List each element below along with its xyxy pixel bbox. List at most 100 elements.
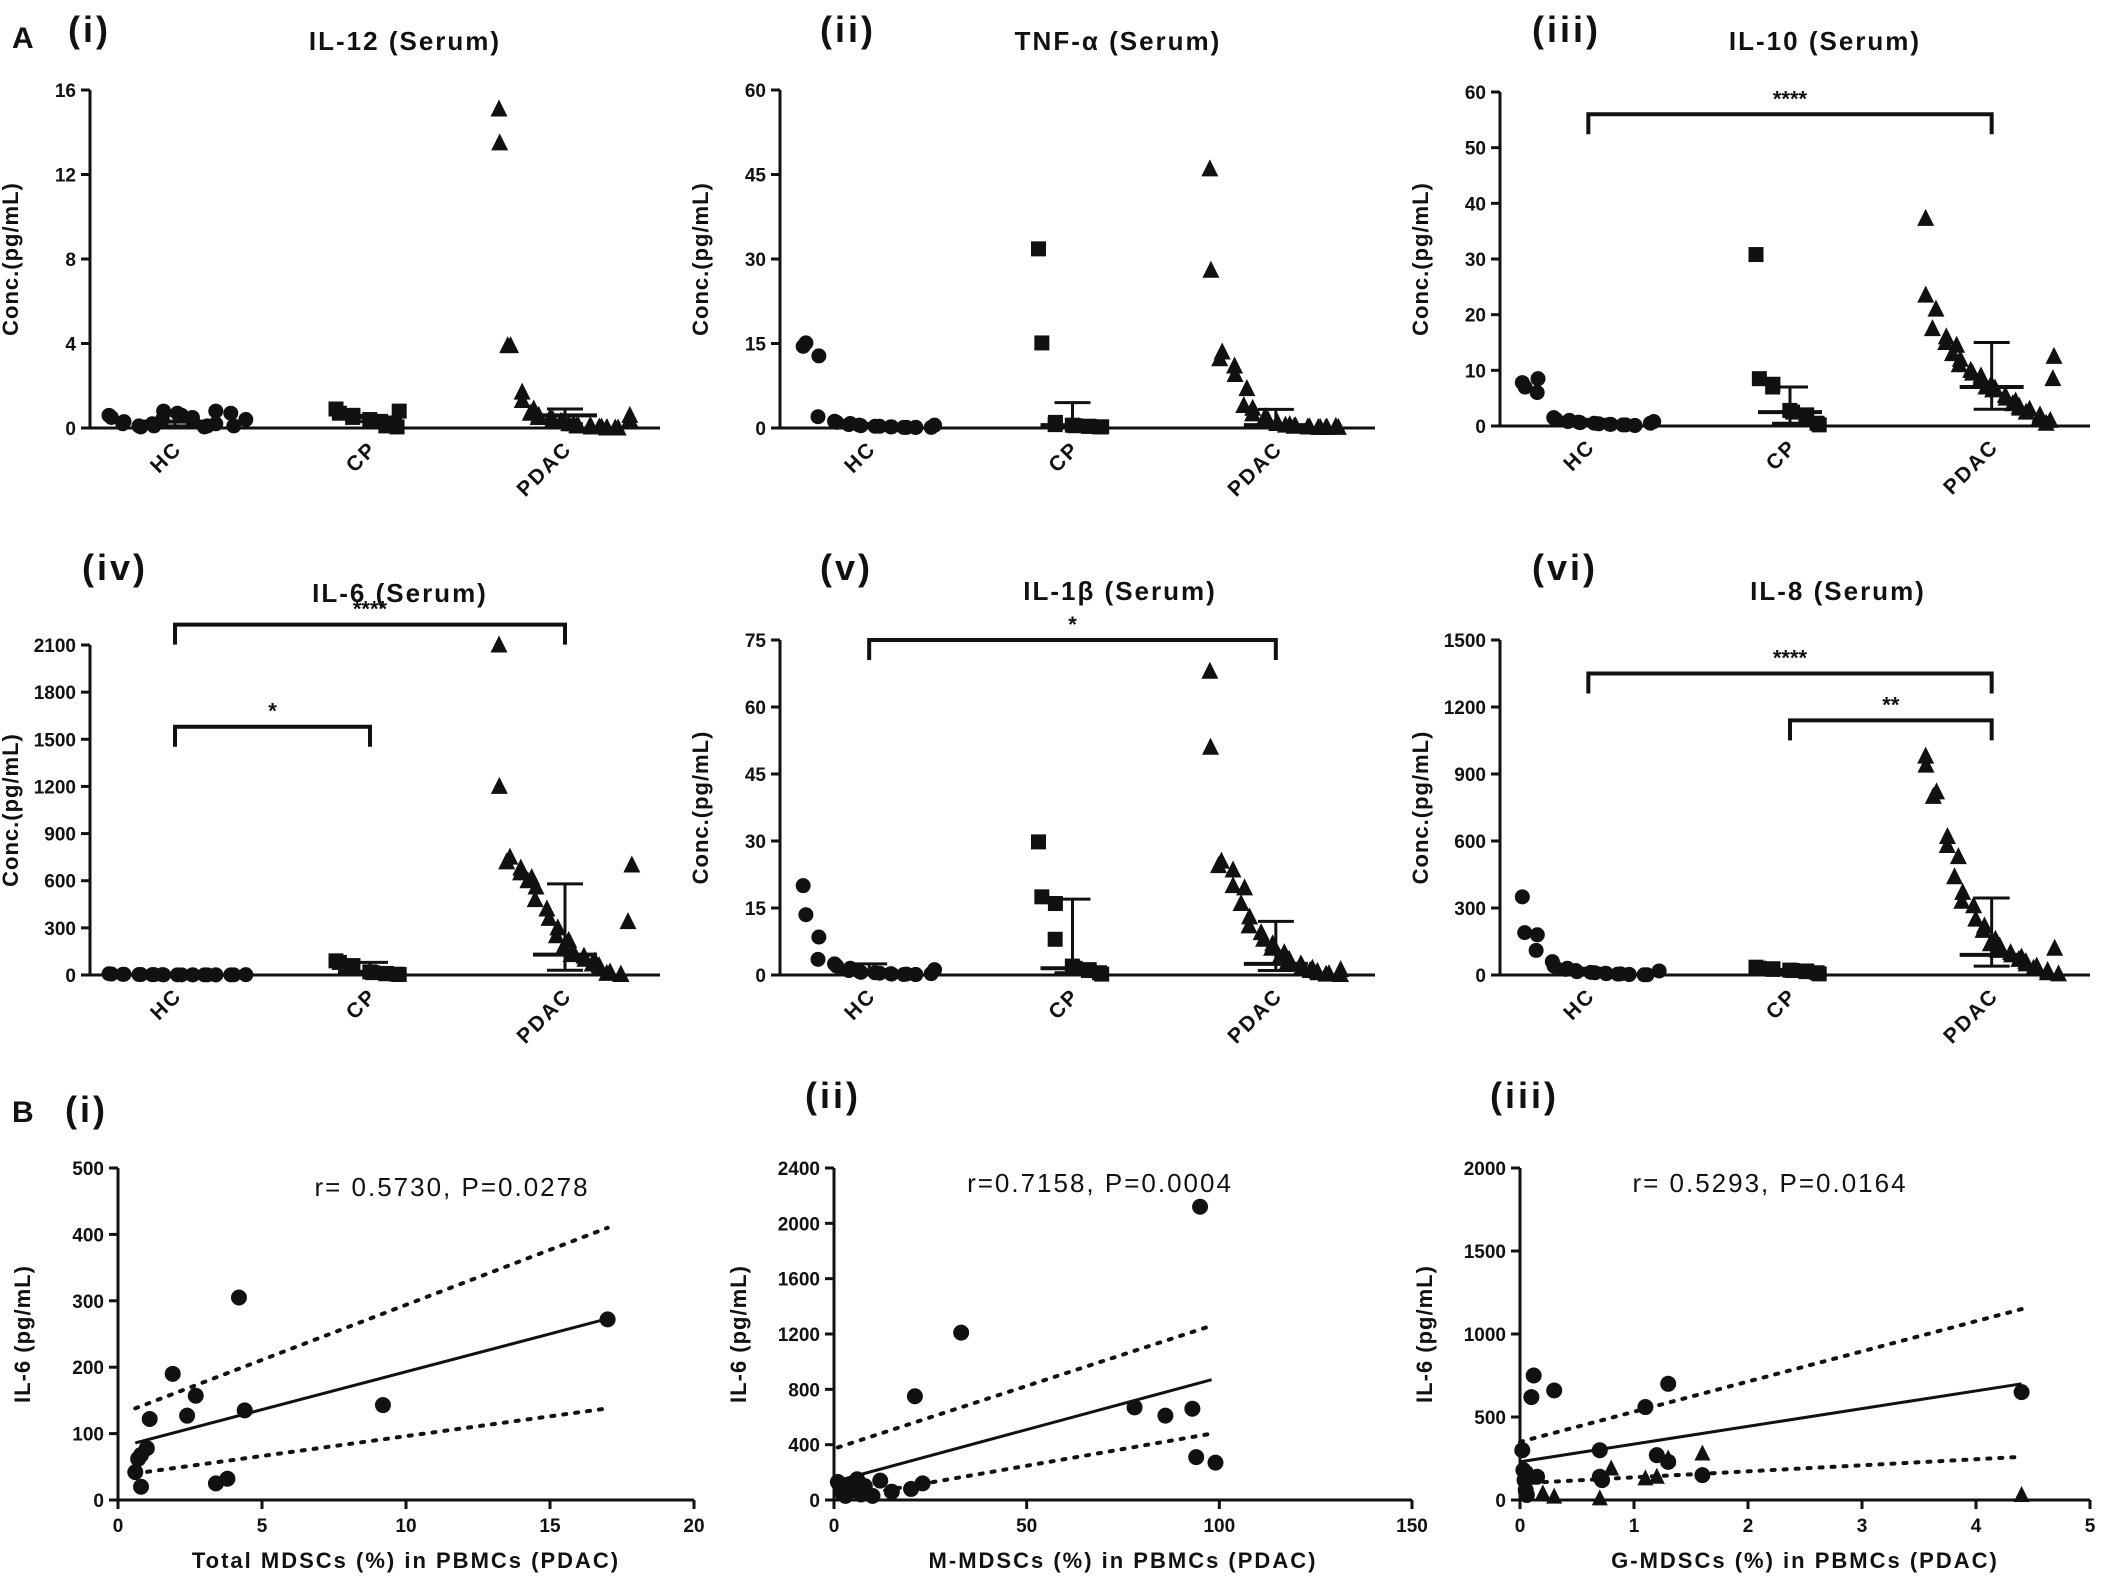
y-tick-label: 1500 bbox=[1444, 631, 1486, 652]
data-point-square bbox=[389, 419, 405, 435]
panel-number: (vi) bbox=[1532, 547, 1598, 588]
data-point-circle bbox=[1615, 417, 1631, 433]
x-tick-label: 5 bbox=[2085, 1516, 2096, 1537]
data-point-triangle bbox=[2050, 964, 2068, 982]
data-point-triangle bbox=[2017, 402, 2035, 420]
panel-number: (iii) bbox=[1532, 9, 1601, 50]
y-tick-label: 500 bbox=[1474, 1408, 1506, 1429]
data-point-triangle bbox=[1943, 344, 1961, 362]
panel-title: IL-12 (Serum) bbox=[309, 26, 501, 56]
data-point-circle bbox=[2013, 1384, 2030, 1401]
x-tick-label: 2 bbox=[1743, 1516, 1754, 1537]
correlation-annotation: r= 0.5293, P=0.0164 bbox=[1632, 1168, 1907, 1198]
significance-label: * bbox=[268, 699, 277, 724]
data-point-circle bbox=[1621, 967, 1637, 983]
data-point-circle bbox=[1514, 889, 1530, 905]
correlation-annotation: r= 0.5730, P=0.0278 bbox=[314, 1172, 589, 1202]
data-point-triangle bbox=[1226, 364, 1244, 382]
data-point-circle bbox=[1517, 379, 1533, 395]
chart-b-i: (i) 0 100 200 300 400 500 IL-6 (pg/mL) 0 5 10 15 20 T… bbox=[10, 1089, 705, 1573]
data-point-circle bbox=[896, 419, 912, 435]
data-point-triangle bbox=[490, 99, 508, 117]
data-point-circle bbox=[1525, 1367, 1542, 1384]
data-point-square bbox=[1751, 960, 1767, 976]
data-point-circle bbox=[1646, 414, 1662, 430]
y-tick-label: 15 bbox=[745, 335, 767, 356]
chart-a-ii: (ii) 0 15 30 45 60 Conc.(pg/mL) TNF-α (Serum) HC… bbox=[688, 9, 1375, 501]
y-tick-label: 600 bbox=[1454, 832, 1486, 853]
panel-number: (iii) bbox=[1490, 1075, 1559, 1116]
data-point-circle bbox=[906, 1388, 923, 1405]
data-point-triangle bbox=[2044, 369, 2062, 387]
y-tick-label: 900 bbox=[44, 825, 76, 846]
y-tick-label: 0 bbox=[1475, 966, 1486, 987]
panel-title: IL-8 (Serum) bbox=[1750, 576, 1926, 606]
panel-letter-a: A bbox=[12, 22, 34, 55]
regression-line bbox=[134, 1317, 608, 1445]
significance-bracket bbox=[1788, 718, 1994, 741]
data-point-triangle bbox=[1534, 1484, 1551, 1501]
data-point-triangle bbox=[1917, 208, 1935, 226]
category-label: PDAC bbox=[1939, 435, 2003, 499]
data-point-circle bbox=[953, 1324, 970, 1341]
category-label: HC bbox=[1559, 435, 1600, 476]
data-point-circle bbox=[115, 416, 131, 432]
category-label: CP bbox=[342, 437, 382, 477]
data-point-square bbox=[1031, 834, 1046, 850]
ci-upper-line bbox=[835, 1323, 1214, 1450]
chart-b-iii: (iii) 0 500 1000 1500 2000 IL-6 (pg/mL) 0 1 2 3 4 5 G… bbox=[1412, 1075, 2096, 1573]
data-point-circle bbox=[795, 878, 811, 894]
data-point-triangle bbox=[513, 391, 531, 409]
category-label: CP bbox=[1044, 984, 1084, 1024]
data-point-triangle bbox=[2038, 963, 2056, 981]
significance-bracket bbox=[1586, 112, 1994, 135]
y-tick-label: 0 bbox=[1475, 417, 1486, 438]
y-tick-label: 60 bbox=[1465, 83, 1486, 104]
data-point-circle bbox=[230, 1289, 247, 1306]
x-axis-label: M-MDSCs (%) in PBMCs (PDAC) bbox=[929, 1548, 1318, 1573]
category-label: CP bbox=[1044, 437, 1084, 477]
y-axis-label: Conc.(pg/mL) bbox=[1408, 731, 1433, 885]
y-tick-label: 1000 bbox=[1464, 1325, 1506, 1346]
y-tick-label: 4 bbox=[65, 335, 76, 356]
data-point-triangle bbox=[538, 899, 556, 917]
y-tick-label: 10 bbox=[1465, 361, 1486, 382]
data-point-triangle bbox=[1938, 827, 1956, 845]
data-point-triangle bbox=[519, 871, 537, 889]
data-point-circle bbox=[1651, 963, 1667, 979]
y-tick-label: 30 bbox=[1465, 250, 1486, 271]
significance-label: ** bbox=[1882, 692, 1900, 717]
y-tick-label: 2000 bbox=[1464, 1159, 1506, 1180]
data-point-triangle bbox=[1240, 916, 1258, 934]
y-tick-label: 0 bbox=[755, 419, 766, 440]
y-tick-label: 0 bbox=[65, 966, 76, 987]
data-point-circle bbox=[374, 1397, 391, 1414]
data-point-circle bbox=[1591, 1442, 1608, 1459]
data-point-square bbox=[391, 967, 407, 983]
data-point-triangle bbox=[2046, 938, 2064, 956]
data-point-circle bbox=[133, 967, 149, 983]
data-point-circle bbox=[810, 951, 826, 967]
data-point-circle bbox=[1694, 1467, 1711, 1484]
data-point-triangle bbox=[1694, 1444, 1711, 1461]
data-point-square bbox=[1047, 931, 1063, 947]
significance-bracket bbox=[1586, 671, 1994, 694]
y-tick-label: 800 bbox=[788, 1380, 820, 1401]
data-point-triangle bbox=[1238, 379, 1256, 397]
data-point-circle bbox=[1126, 1399, 1143, 1416]
data-point-circle bbox=[208, 403, 224, 419]
category-label: PDAC bbox=[1223, 437, 1287, 501]
data-point-triangle bbox=[1938, 835, 1956, 853]
y-tick-label: 2000 bbox=[778, 1214, 820, 1235]
data-point-circle bbox=[1517, 925, 1533, 941]
panel-number: (i) bbox=[68, 9, 111, 50]
data-point-square bbox=[1034, 335, 1050, 351]
x-tick-label: 150 bbox=[1396, 1516, 1428, 1537]
y-tick-label: 2100 bbox=[34, 636, 76, 657]
data-point-triangle bbox=[513, 382, 531, 400]
y-tick-label: 1200 bbox=[34, 777, 76, 798]
data-point-circle bbox=[1546, 1382, 1563, 1399]
y-tick-label: 1200 bbox=[778, 1325, 820, 1346]
data-point-triangle bbox=[512, 863, 530, 881]
data-point-circle bbox=[1627, 417, 1643, 433]
